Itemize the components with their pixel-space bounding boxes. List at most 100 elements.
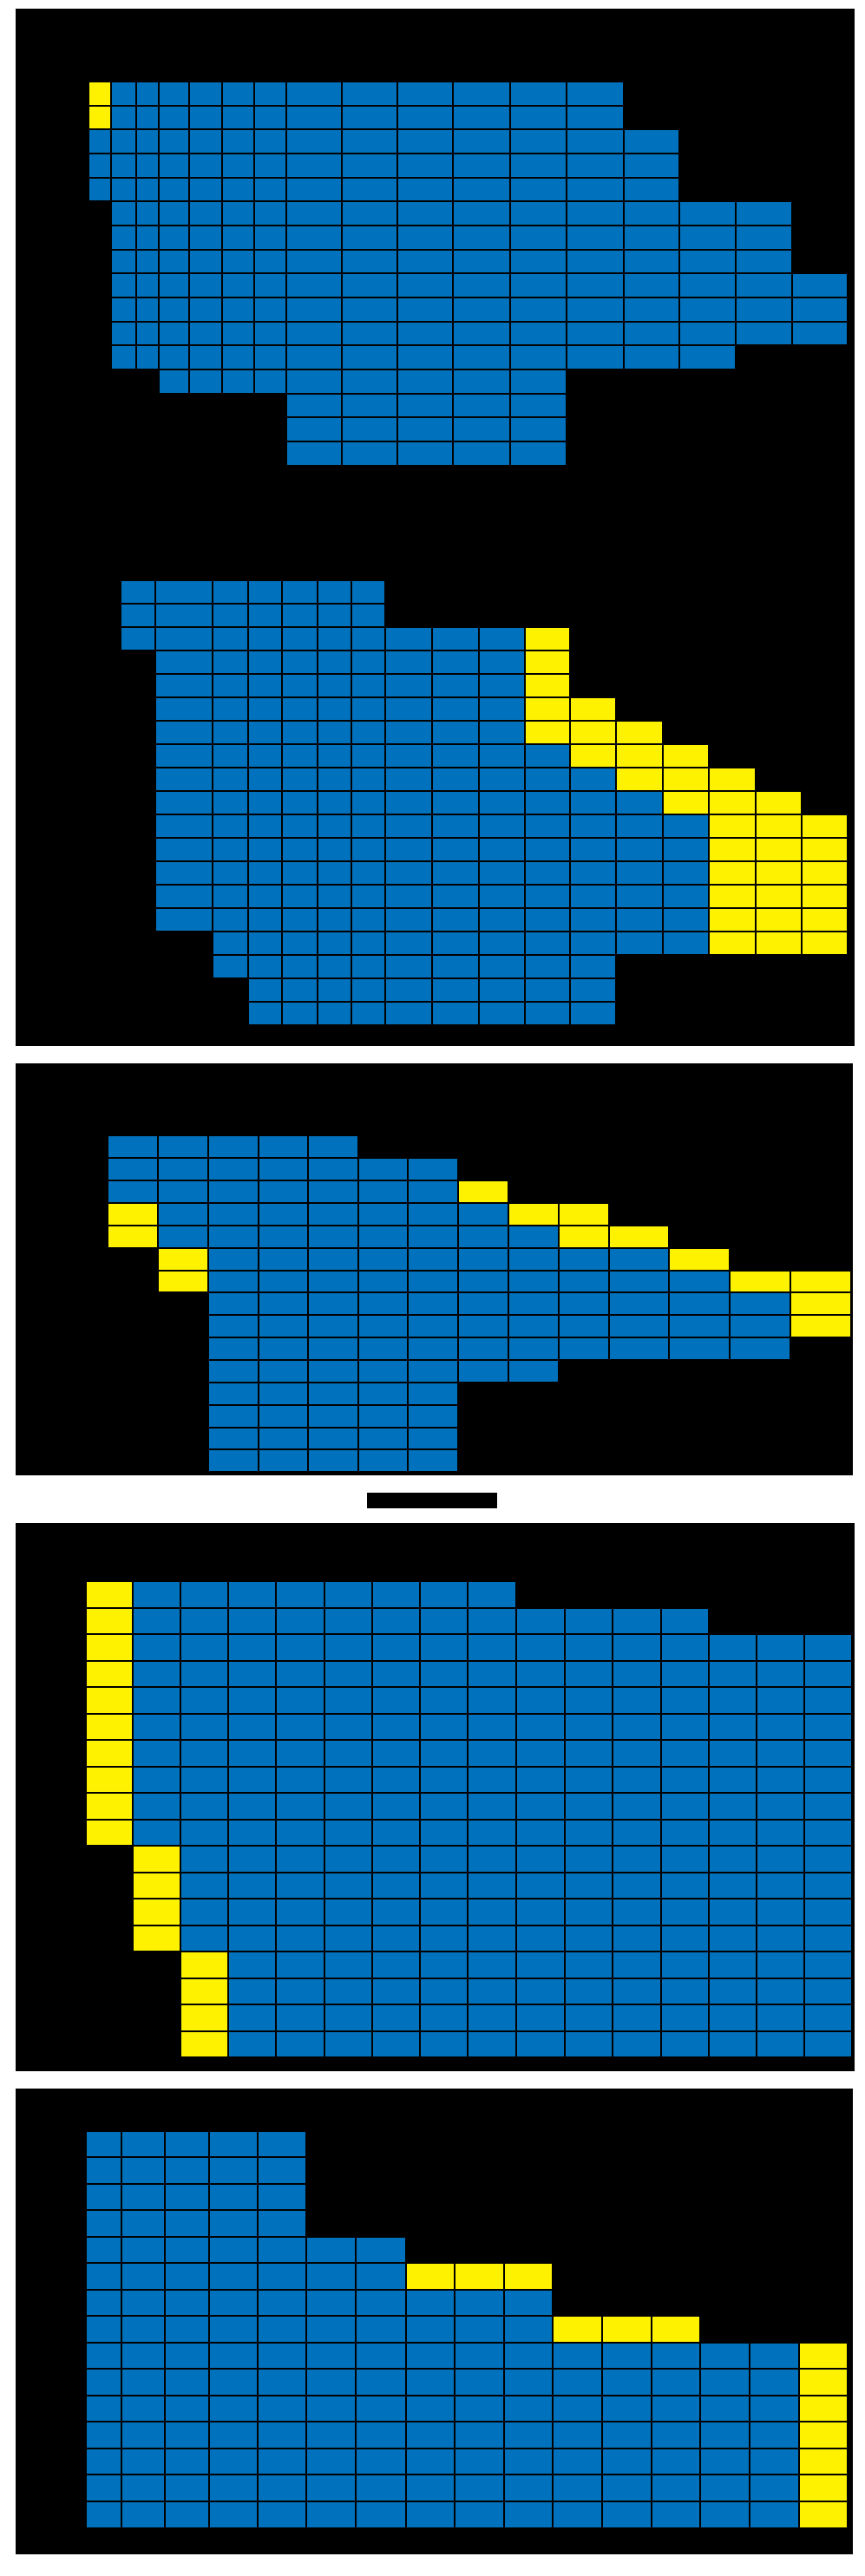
blue-cell: [468, 1714, 516, 1740]
blue-cell: [525, 885, 570, 908]
blue-cell: [663, 908, 709, 932]
yellow-cell: [570, 721, 616, 744]
blue-cell: [372, 2004, 420, 2031]
blue-cell: [351, 885, 385, 908]
blue-cell: [406, 2369, 455, 2396]
blue-cell: [133, 1634, 180, 1661]
blue-cell: [286, 345, 342, 369]
blue-cell: [372, 1820, 420, 1846]
blue-cell: [757, 1661, 804, 1687]
blue-cell: [259, 1315, 308, 1337]
blue-cell: [624, 250, 679, 273]
blue-cell: [258, 2316, 306, 2343]
blue-cell: [757, 1714, 804, 1740]
blue-cell: [516, 1925, 565, 1952]
blue-cell: [453, 250, 510, 273]
blue-cell: [209, 2422, 258, 2449]
blue-cell: [228, 1581, 276, 1608]
blue-cell: [308, 1449, 358, 1472]
blue-cell: [342, 322, 397, 345]
blue-cell: [420, 1952, 468, 1978]
blue-cell: [276, 1952, 324, 1978]
blue-cell: [308, 1383, 358, 1405]
blue-cell: [570, 838, 616, 861]
blue-cell: [342, 345, 397, 369]
yellow-cell: [108, 1226, 158, 1248]
blue-cell: [408, 1271, 458, 1292]
blue-cell: [432, 721, 479, 744]
blue-cell: [165, 2422, 209, 2449]
yellow-cell: [616, 744, 663, 768]
blue-cell: [453, 417, 510, 441]
blue-cell: [318, 721, 351, 744]
blue-cell: [757, 1767, 804, 1793]
blue-cell: [342, 441, 397, 466]
blue-cell: [553, 2369, 602, 2396]
blue-cell: [679, 273, 736, 297]
blue-cell: [508, 1292, 559, 1315]
blue-cell: [565, 1873, 613, 1899]
blue-cell: [108, 1180, 158, 1203]
blue-cell: [159, 178, 189, 201]
blue-cell: [133, 1767, 180, 1793]
blue-cell: [504, 2316, 553, 2343]
blue-cell: [248, 651, 282, 674]
yellow-cell: [802, 838, 848, 861]
blue-cell: [155, 791, 213, 814]
blue-cell: [432, 861, 479, 885]
blue-cell: [318, 651, 351, 674]
blue-cell: [356, 2237, 406, 2263]
blue-cell: [709, 1661, 757, 1687]
yellow-cell: [525, 651, 570, 674]
blue-cell: [351, 861, 385, 885]
blue-cell: [209, 2475, 258, 2501]
blue-cell: [559, 1337, 609, 1360]
blue-cell: [397, 273, 453, 297]
blue-cell: [286, 154, 342, 178]
blue-cell: [324, 1873, 372, 1899]
blue-cell: [342, 129, 397, 154]
yellow-cell: [88, 106, 111, 129]
blue-cell: [468, 1634, 516, 1661]
panel-4: [16, 2089, 853, 2554]
blue-cell: [750, 2501, 799, 2528]
blue-cell: [468, 1661, 516, 1687]
blue-cell: [385, 674, 432, 697]
blue-cell: [208, 1428, 259, 1449]
blue-cell: [228, 1687, 276, 1714]
blue-cell: [652, 2369, 700, 2396]
blue-cell: [516, 2031, 565, 2057]
blue-cell: [342, 273, 397, 297]
blue-cell: [351, 697, 385, 721]
blue-cell: [385, 721, 432, 744]
blue-cell: [259, 1135, 308, 1158]
blue-cell: [306, 2422, 356, 2449]
blue-cell: [757, 1634, 804, 1661]
blue-cell: [420, 1793, 468, 1820]
blue-cell: [609, 1248, 669, 1271]
blue-cell: [406, 2449, 455, 2475]
blue-cell: [567, 106, 624, 129]
blue-cell: [624, 226, 679, 250]
blue-cell: [663, 814, 709, 838]
blue-cell: [432, 697, 479, 721]
blue-cell: [276, 1978, 324, 2004]
blue-cell: [432, 908, 479, 932]
blue-cell: [663, 932, 709, 955]
blue-cell: [228, 1740, 276, 1767]
blue-cell: [504, 2369, 553, 2396]
blue-cell: [508, 1226, 559, 1248]
blue-cell: [165, 2343, 209, 2369]
blue-cell: [209, 2343, 258, 2369]
blue-cell: [372, 1899, 420, 1925]
blue-cell: [516, 1714, 565, 1740]
blue-cell: [510, 129, 567, 154]
blue-cell: [455, 2369, 504, 2396]
blue-cell: [209, 2501, 258, 2528]
blue-cell: [121, 2263, 165, 2290]
blue-cell: [308, 1271, 358, 1292]
blue-cell: [282, 768, 318, 791]
blue-cell: [669, 1337, 730, 1360]
blue-cell: [254, 273, 286, 297]
blue-cell: [276, 2004, 324, 2031]
